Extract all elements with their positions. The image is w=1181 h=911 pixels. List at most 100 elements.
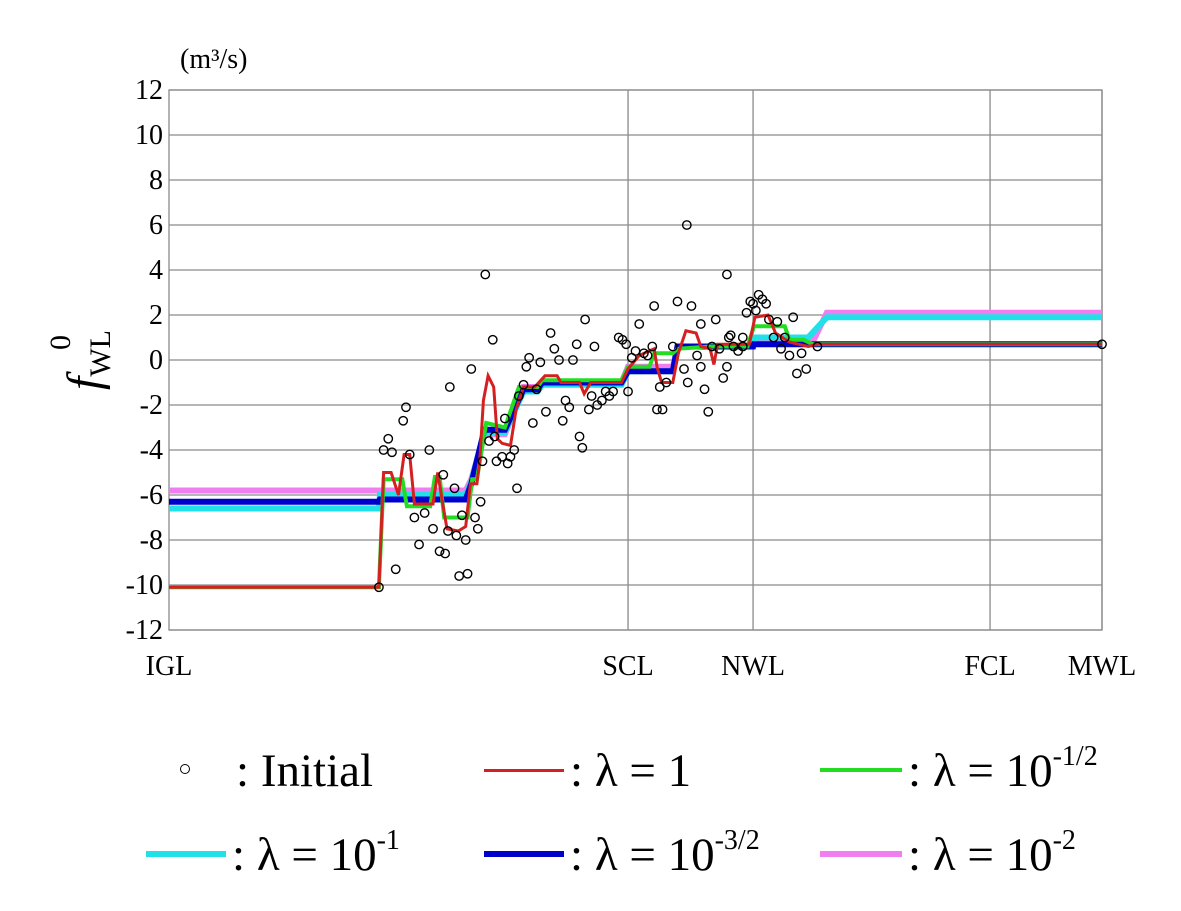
data-point xyxy=(695,319,706,329)
data-point xyxy=(630,346,641,356)
data-point xyxy=(554,355,564,365)
data-point xyxy=(583,404,594,415)
data-point xyxy=(477,456,488,467)
data-point xyxy=(661,377,672,388)
data-point xyxy=(634,319,645,329)
x-tick-label: FCL xyxy=(964,651,1015,682)
data-point xyxy=(524,352,535,363)
data-point xyxy=(557,415,568,426)
data-point xyxy=(491,456,502,467)
data-point xyxy=(692,350,702,361)
data-point xyxy=(518,379,529,390)
data-point xyxy=(383,433,394,444)
data-point xyxy=(580,314,591,325)
series-line-l2 xyxy=(169,324,1102,590)
data-point xyxy=(484,436,494,446)
data-point xyxy=(672,296,683,307)
data-point xyxy=(387,447,397,458)
data-point xyxy=(682,377,693,388)
data-point xyxy=(681,220,692,230)
data-point xyxy=(451,530,462,541)
data-point xyxy=(654,382,665,392)
data-point xyxy=(745,296,756,307)
data-point xyxy=(699,384,710,395)
data-point xyxy=(723,332,734,343)
data-point xyxy=(424,445,435,455)
data-point xyxy=(1097,339,1107,350)
y-axis-label-sup: 0 xyxy=(44,335,77,350)
data-point xyxy=(472,523,483,534)
data-point xyxy=(475,496,486,507)
data-point xyxy=(649,301,660,311)
data-point xyxy=(741,307,752,318)
data-point xyxy=(419,508,430,518)
data-point xyxy=(776,343,786,354)
data-point xyxy=(434,546,445,557)
data-point xyxy=(710,314,721,325)
data-point xyxy=(428,523,438,534)
y-tick-label: 4 xyxy=(149,255,163,286)
data-point xyxy=(686,301,697,311)
data-point xyxy=(737,332,748,343)
data-point xyxy=(608,386,619,397)
data-point xyxy=(750,305,761,316)
unit-label: (m³/s) xyxy=(180,44,248,75)
data-point xyxy=(470,512,480,523)
data-point xyxy=(454,571,465,581)
data-point xyxy=(737,341,748,352)
data-point xyxy=(679,364,689,374)
scatter-points xyxy=(374,220,1107,593)
data-point xyxy=(647,341,658,352)
data-point xyxy=(784,350,795,361)
data-point xyxy=(722,269,732,280)
data-point xyxy=(531,384,542,395)
data-point xyxy=(487,334,498,345)
data-point xyxy=(549,343,560,354)
data-point xyxy=(623,386,633,397)
data-point xyxy=(409,512,420,523)
y-tick-label: 10 xyxy=(135,120,163,151)
y-axis-label-sub: WL xyxy=(84,330,117,377)
data-point xyxy=(480,269,491,280)
series-line-l5 xyxy=(169,309,1102,494)
data-point xyxy=(597,395,607,406)
svg-text:fWL: fWL xyxy=(58,330,117,390)
data-point xyxy=(714,343,725,354)
data-point xyxy=(457,510,467,521)
data-point xyxy=(621,339,632,350)
data-point xyxy=(401,402,411,413)
data-point xyxy=(725,330,736,341)
data-point xyxy=(527,418,538,428)
y-tick-label: 0 xyxy=(149,345,163,376)
y-tick-label: 8 xyxy=(149,165,163,196)
data-point xyxy=(792,368,802,379)
x-tick-labels: IGL SCL NWL FCL MWL xyxy=(146,651,1137,682)
data-point xyxy=(589,341,600,352)
data-point xyxy=(642,350,653,361)
y-axis-label: fWL 0 xyxy=(44,330,117,390)
data-point xyxy=(374,582,384,593)
data-point xyxy=(568,355,578,365)
data-point xyxy=(499,413,510,424)
data-point xyxy=(652,404,662,415)
data-point xyxy=(535,357,546,368)
data-point xyxy=(718,373,729,383)
data-point xyxy=(462,568,473,579)
data-point xyxy=(443,526,453,536)
y-tick-label: -4 xyxy=(140,435,163,466)
data-point xyxy=(657,404,668,415)
data-point xyxy=(460,535,471,545)
y-tick-label: 2 xyxy=(149,300,163,331)
data-point xyxy=(444,382,455,392)
data-point xyxy=(796,348,807,359)
data-point xyxy=(564,402,575,413)
grid xyxy=(168,89,1103,631)
data-point xyxy=(577,442,588,453)
data-point xyxy=(512,483,522,494)
x-tick-label: NWL xyxy=(721,651,785,682)
data-point xyxy=(438,469,449,480)
y-tick-labels: 12 10 8 6 4 2 0 -2 -4 -6 -8 -10 -12 xyxy=(126,75,163,646)
data-point xyxy=(521,361,532,372)
data-point xyxy=(571,339,582,350)
